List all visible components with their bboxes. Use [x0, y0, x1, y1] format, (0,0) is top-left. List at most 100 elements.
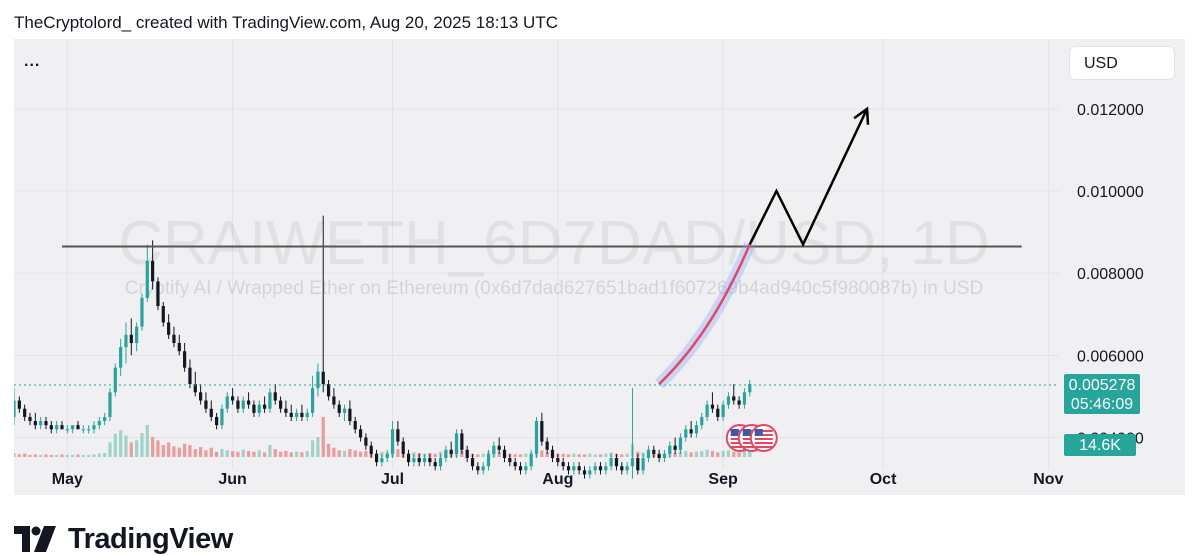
candle — [284, 400, 288, 417]
volume-bar — [476, 454, 480, 457]
volume-badge: 14.6K — [1064, 434, 1136, 456]
volume-bar — [103, 453, 107, 457]
candle-body — [305, 412, 309, 417]
candle-body — [396, 429, 400, 442]
candle-body — [193, 384, 197, 393]
candle — [625, 462, 629, 475]
candle-body — [294, 412, 299, 417]
candle — [406, 449, 411, 467]
more-menu-icon[interactable]: ... — [24, 53, 41, 70]
candle-body — [135, 326, 139, 343]
volume-bar — [262, 452, 267, 457]
volume-bar — [119, 430, 123, 457]
tradingview-logo-icon — [14, 526, 56, 552]
candle — [28, 412, 32, 426]
candle — [604, 462, 608, 475]
candle-body — [625, 466, 629, 471]
volume-bar — [241, 449, 245, 457]
volume-bar — [151, 437, 155, 457]
candle-body — [92, 425, 96, 430]
volume-bar — [124, 435, 128, 457]
candle-body — [177, 343, 181, 352]
candle — [556, 453, 560, 467]
volume-bar — [678, 451, 683, 457]
candle-body — [556, 458, 560, 463]
candle — [108, 388, 112, 422]
candle-body — [684, 429, 688, 438]
drawings[interactable] — [14, 106, 1059, 452]
candle — [428, 453, 432, 467]
candle-body — [689, 429, 693, 434]
candle — [710, 392, 715, 413]
candle — [593, 462, 597, 475]
volume-bar — [732, 451, 736, 457]
y-tick-label-1: 0.010000 — [1077, 184, 1144, 201]
candle — [87, 425, 91, 434]
candle — [183, 343, 187, 372]
volume-bar — [540, 450, 544, 457]
volume-bar — [310, 440, 315, 457]
volume-bar — [396, 449, 400, 457]
candle — [412, 453, 416, 467]
candle — [262, 396, 267, 413]
volume-bar — [289, 452, 293, 457]
volume-bar — [92, 454, 96, 457]
candle-body — [700, 416, 704, 426]
candle — [193, 371, 197, 397]
currency-selector-button[interactable]: USD — [1069, 46, 1175, 80]
volume-bar — [71, 455, 75, 457]
candle — [204, 392, 208, 413]
candle — [732, 384, 736, 405]
candle — [588, 466, 592, 479]
volume-bar — [294, 451, 299, 457]
candle-body — [39, 421, 43, 426]
candle — [630, 388, 635, 479]
candle-body — [199, 392, 203, 401]
flag-stripe — [742, 446, 761, 448]
candle — [246, 392, 251, 409]
candle-body — [732, 396, 736, 401]
x-tick-label-6: Nov — [1033, 471, 1063, 488]
volume-bar — [593, 454, 597, 457]
candle-body — [44, 421, 48, 426]
us-flag-event-icon[interactable] — [749, 424, 778, 452]
candle-body — [433, 462, 437, 467]
candle-body — [353, 421, 357, 430]
volume-bar — [481, 453, 485, 457]
candle-body — [641, 458, 645, 471]
candle-body — [103, 416, 107, 422]
projection-arrow[interactable] — [748, 108, 869, 248]
candle — [92, 421, 96, 434]
volume-bar — [145, 425, 149, 457]
price-chart[interactable]: CRAIWETH_6D7DAD/USD, 1D Cryptify AI / Wr… — [14, 39, 1185, 495]
candle-body — [156, 281, 160, 307]
candle-body — [257, 404, 261, 413]
candle-body — [422, 458, 427, 463]
volume-bar — [513, 454, 517, 457]
candle — [17, 396, 21, 413]
candle — [737, 396, 741, 409]
candle — [236, 396, 240, 413]
candle — [129, 318, 133, 356]
flag-stripe — [754, 430, 773, 432]
candle-body — [289, 412, 293, 417]
candle — [326, 379, 331, 401]
volume-bar — [14, 453, 16, 457]
volume-bar — [433, 453, 437, 457]
candle — [300, 404, 304, 422]
candle — [678, 433, 683, 454]
y-tick-label-3: 0.006000 — [1077, 348, 1144, 365]
candle-body — [49, 425, 53, 430]
chart-area[interactable]: CRAIWETH_6D7DAD/USD, 1D Cryptify AI / Wr… — [14, 39, 1185, 495]
volume-bar — [524, 453, 528, 457]
candle-body — [145, 260, 149, 298]
grid — [14, 39, 1059, 469]
volume-bar — [300, 452, 304, 457]
candle — [289, 404, 293, 422]
candle-body — [273, 392, 277, 401]
candle — [97, 416, 101, 430]
volume-bar — [566, 454, 571, 457]
candle — [348, 400, 352, 426]
candle-body — [582, 470, 587, 475]
projection-curve[interactable] — [658, 243, 751, 385]
